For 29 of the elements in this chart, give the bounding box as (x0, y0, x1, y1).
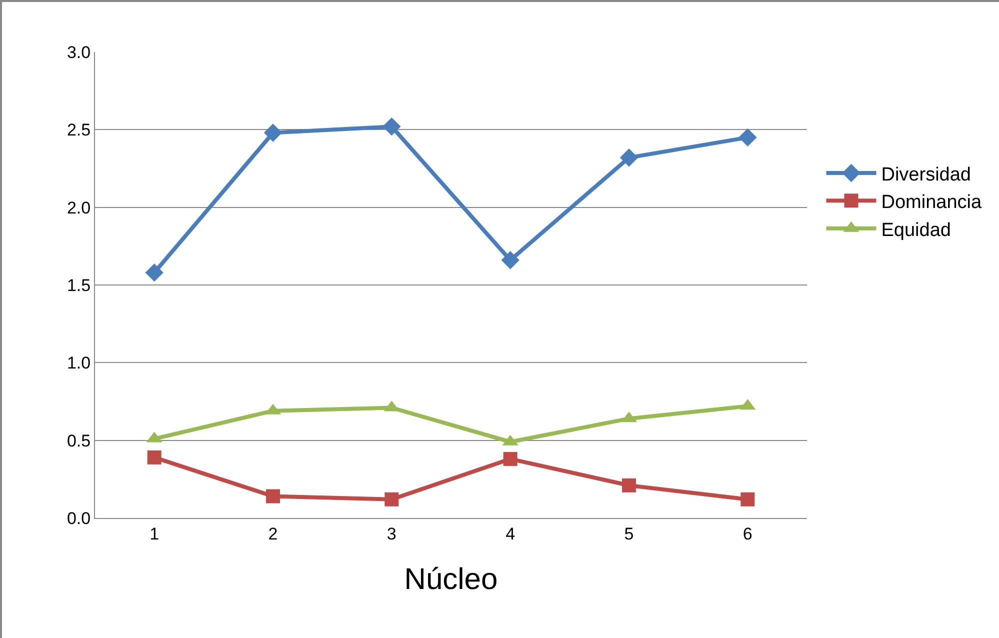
legend-label: Diversidad (881, 164, 972, 186)
legend-label: Equidad (881, 220, 951, 241)
x-tick-label: 6 (742, 524, 752, 544)
x-axis-title: Núcleo (404, 562, 498, 596)
x-tick-label: 3 (386, 524, 396, 544)
point (145, 263, 164, 282)
y-tick-label: 1.0 (66, 354, 91, 373)
y-tick-label: 0.5 (66, 431, 91, 450)
y-tick-label: 2.0 (66, 198, 91, 218)
y-tick-label: 1.5 (66, 276, 91, 295)
y-tick-label: 0.0 (66, 508, 91, 528)
x-tick-label: 4 (506, 524, 516, 544)
point (503, 452, 518, 466)
x-tick-label: 1 (150, 524, 160, 544)
point (740, 492, 755, 506)
point (620, 148, 638, 167)
x-tick-label: 2 (268, 524, 278, 544)
point (622, 478, 636, 492)
legend-label: Dominancia (881, 192, 982, 214)
point (147, 450, 162, 464)
y-tick-label: 2.5 (66, 120, 91, 140)
point (384, 492, 399, 506)
point (738, 128, 757, 147)
point (501, 251, 520, 270)
x-tick-label: 5 (624, 524, 634, 544)
point (266, 489, 280, 504)
point (382, 117, 401, 136)
y-tick-label: 3.0 (66, 42, 91, 62)
point (264, 124, 282, 142)
